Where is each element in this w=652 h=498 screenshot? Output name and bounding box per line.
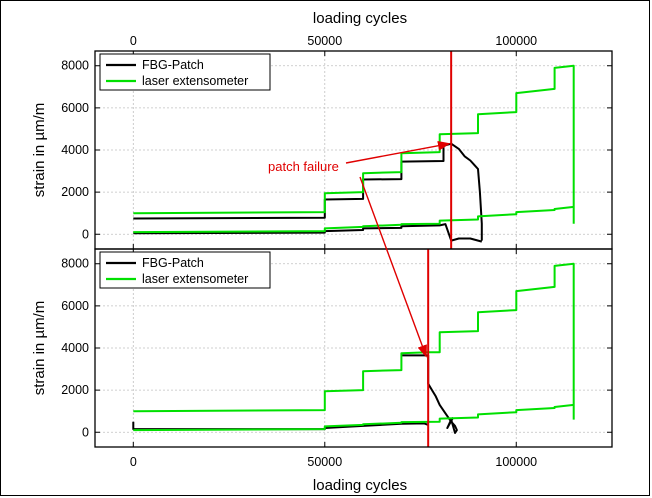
top-x-tick-label: 50000 (307, 34, 342, 48)
patch-failure-annotation: patch failure (268, 140, 451, 358)
legend-label: laser extensometer (142, 74, 248, 88)
annotation-arrow (345, 140, 451, 164)
y-tick-label: 8000 (61, 59, 89, 73)
panel-1: 0 2000 4000 6000 8000 strain in µm/m FBG-Patch… (31, 50, 613, 250)
legend-label: FBG-Patch (142, 256, 204, 270)
legend-label: FBG-Patch (142, 58, 204, 72)
top-x-axis-label: loading cycles (313, 10, 407, 27)
series-line-laser (133, 403, 574, 432)
y-tick-label: 6000 (61, 101, 89, 115)
legend: FBG-Patch laser extensometer (99, 251, 271, 289)
legend-box (99, 53, 271, 91)
y-tick-label: 4000 (61, 341, 89, 355)
y-tick-label: 4000 (61, 143, 89, 157)
annotation-arrow (359, 176, 427, 358)
legend-label: laser extensometer (142, 272, 248, 286)
panel-2: 0 2000 4000 6000 8000 strain in µm/m FBG-Patch… (31, 248, 613, 448)
top-x-tick-label: 100000 (495, 34, 537, 48)
y-tick-label: 0 (82, 425, 89, 439)
series-line-laser (133, 262, 575, 420)
y-tick-label: 0 (82, 227, 89, 241)
bottom-x-tick-label: 0 (130, 455, 137, 469)
y-axis-label: strain in µm/m (31, 301, 48, 396)
series-line-laser (133, 205, 574, 234)
y-axis-label: strain in µm/m (31, 103, 48, 198)
legend-box (99, 251, 271, 289)
series-line-fbg (133, 223, 483, 243)
y-tick-label: 8000 (61, 257, 89, 271)
top-x-tick-label: 0 (130, 34, 137, 48)
bottom-x-axis-label: loading cycles (313, 477, 407, 494)
y-tick-label: 2000 (61, 185, 89, 199)
y-tick-label: 6000 (61, 299, 89, 313)
series-line-laser (133, 64, 575, 224)
legend: FBG-Patch laser extensometer (99, 53, 271, 91)
y-tick-label: 2000 (61, 383, 89, 397)
bottom-x-tick-label: 100000 (495, 455, 537, 469)
bottom-x-tick-label: 50000 (307, 455, 342, 469)
patch-failure-label: patch failure (268, 159, 339, 174)
plot-panels: 0 2000 4000 6000 8000 strain in µm/m FBG-Patch… (31, 34, 613, 469)
